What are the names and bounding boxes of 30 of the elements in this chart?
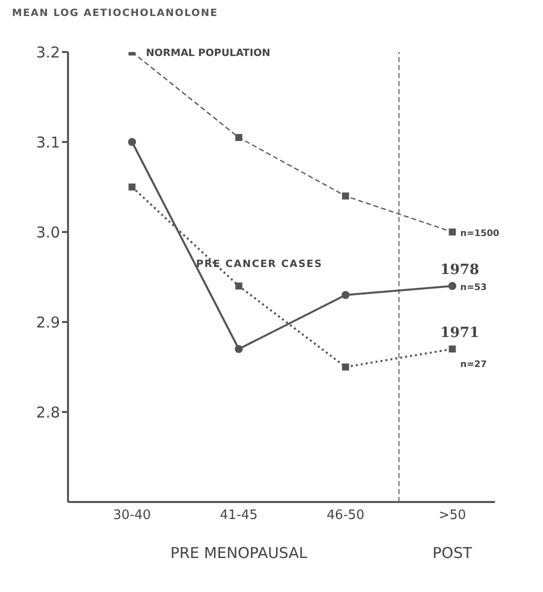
point — [342, 364, 350, 370]
x-tick-label: 46-50 — [326, 508, 364, 524]
x-tick-label: >50 — [438, 508, 466, 524]
annotation: n=53 — [460, 283, 487, 293]
point — [448, 346, 456, 352]
series-label: 1978 — [440, 262, 480, 278]
annotation: PRE CANCER CASES — [196, 259, 323, 270]
point — [234, 345, 243, 353]
y-tick-label: 3.1 — [36, 133, 60, 152]
point — [235, 282, 242, 290]
point — [342, 192, 350, 200]
point — [235, 134, 242, 141]
x-tick-label: 41-45 — [220, 508, 258, 524]
y-tick-label: 3.0 — [36, 223, 60, 242]
point — [128, 184, 136, 190]
series-label: 1971 — [440, 325, 480, 341]
x-tick-label: 30-40 — [113, 508, 151, 524]
series-label: NORMAL POPULATION — [146, 48, 270, 59]
point — [448, 282, 456, 290]
point — [342, 291, 350, 299]
x-axis-title: PRE MENOPAUSAL — [169, 544, 308, 562]
y-tick-label: 2.8 — [36, 403, 60, 422]
text: POST — [432, 544, 474, 562]
annotation: n=27 — [460, 360, 487, 370]
annotation: n=1500 — [460, 229, 500, 239]
y-tick-label: 2.9 — [36, 313, 60, 332]
point — [128, 138, 136, 146]
y-axis-title: MEAN LOG AETIOCHOLANOLONE — [12, 8, 218, 19]
point — [448, 228, 456, 236]
y-tick-label: 3.2 — [36, 43, 60, 62]
